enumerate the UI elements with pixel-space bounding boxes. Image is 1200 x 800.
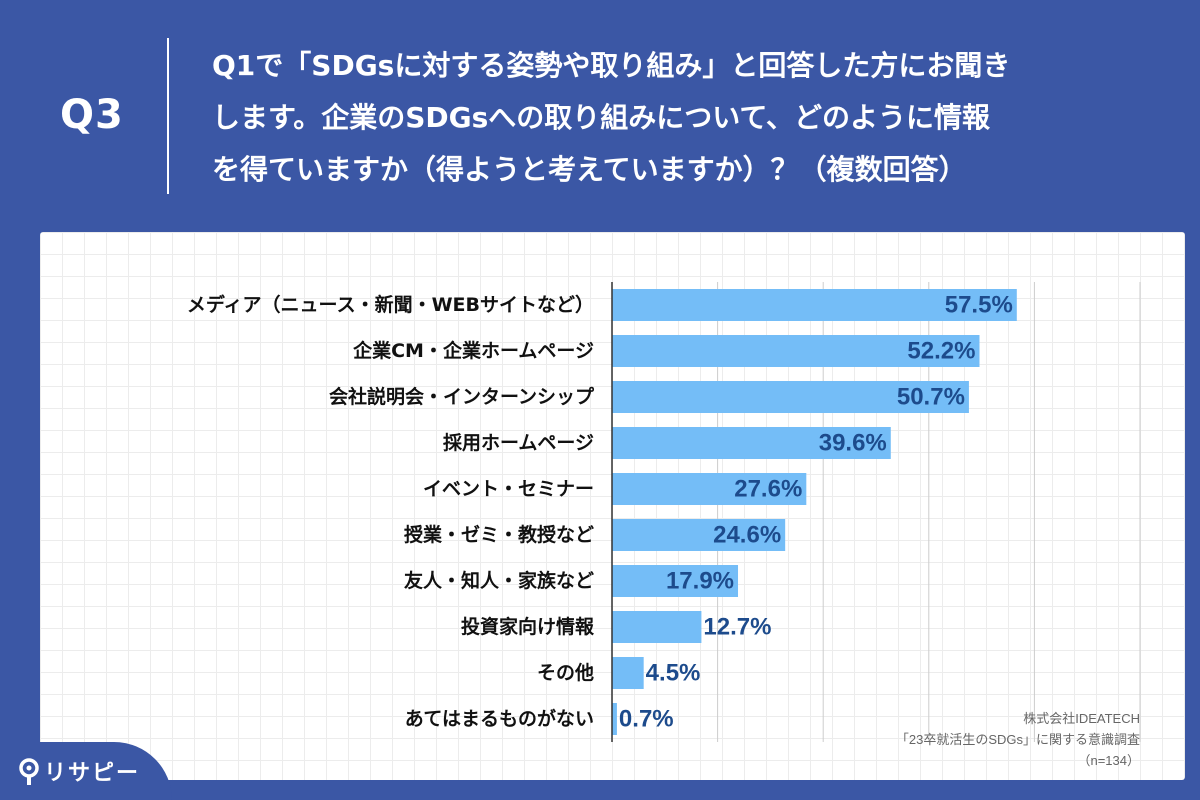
question-line: します。企業のSDGsへの取り組みについて、どのように情報 <box>212 101 991 134</box>
bar <box>612 611 702 643</box>
chart-panel: メディア（ニュース・新聞・WEBサイトなど） 57.5% 企業CM・企業ホームページ… <box>40 232 1185 780</box>
value-label: 12.7% <box>703 614 771 641</box>
bar <box>612 289 1017 321</box>
bar <box>612 381 969 413</box>
value-label: 39.6% <box>819 430 887 457</box>
header-divider <box>167 38 169 194</box>
question-line: Q1で「SDGsに対する姿勢や取り組み」と回答した方にお聞き <box>212 49 1011 82</box>
category-label: その他 <box>537 661 594 684</box>
brand-name: リサピー <box>44 761 141 786</box>
category-label: 採用ホームページ <box>443 432 594 454</box>
value-label: 27.6% <box>734 476 802 503</box>
bar <box>612 335 980 367</box>
source-sample: （n=134） <box>1077 753 1140 768</box>
question-header: Q3 Q1で「SDGsに対する姿勢や取り組み」と回答した方にお聞き します。企業… <box>0 0 1200 232</box>
bar <box>612 473 807 505</box>
bar <box>612 427 891 459</box>
category-label: あてはまるものがない <box>405 707 594 730</box>
value-label: 0.7% <box>619 706 674 733</box>
bar-chart: メディア（ニュース・新聞・WEBサイトなど） 57.5% 企業CM・企業ホームページ… <box>187 282 1141 742</box>
source-note: 株式会社IDEATECH 「23卒就活生のSDGs」に関する意識調査 （n=13… <box>896 708 1140 771</box>
question-text: Q1で「SDGsに対する姿勢や取り組み」と回答した方にお聞き します。企業のSD… <box>212 40 1172 196</box>
category-label: 企業CM・企業ホームページ <box>352 339 594 362</box>
pin-icon <box>19 758 39 785</box>
source-company: 株式会社IDEATECH <box>1023 711 1140 726</box>
bar <box>612 703 617 735</box>
question-number: Q3 <box>60 92 124 138</box>
category-label: 会社説明会・インターンシップ <box>329 385 595 408</box>
category-label: メディア（ニュース・新聞・WEBサイトなど） <box>187 293 594 316</box>
bar <box>612 519 786 551</box>
bar <box>612 657 644 689</box>
brand-tab <box>0 742 172 800</box>
bar <box>612 565 739 597</box>
category-label: 投資家向け情報 <box>461 615 595 638</box>
value-label: 50.7% <box>897 384 965 411</box>
category-label: 授業・ゼミ・教授など <box>404 523 594 546</box>
value-label: 4.5% <box>646 660 701 687</box>
value-label: 57.5% <box>945 292 1013 319</box>
source-survey: 「23卒就活生のSDGs」に関する意識調査 <box>895 732 1140 747</box>
value-label: 24.6% <box>713 522 781 549</box>
value-label: 17.9% <box>666 568 734 595</box>
value-label: 52.2% <box>907 338 975 365</box>
category-label: イベント・セミナー <box>423 478 594 500</box>
category-label: 友人・知人・家族など <box>404 569 594 592</box>
question-line: を得ていますか（得ようと考えていますか）？（複数回答） <box>212 153 967 186</box>
